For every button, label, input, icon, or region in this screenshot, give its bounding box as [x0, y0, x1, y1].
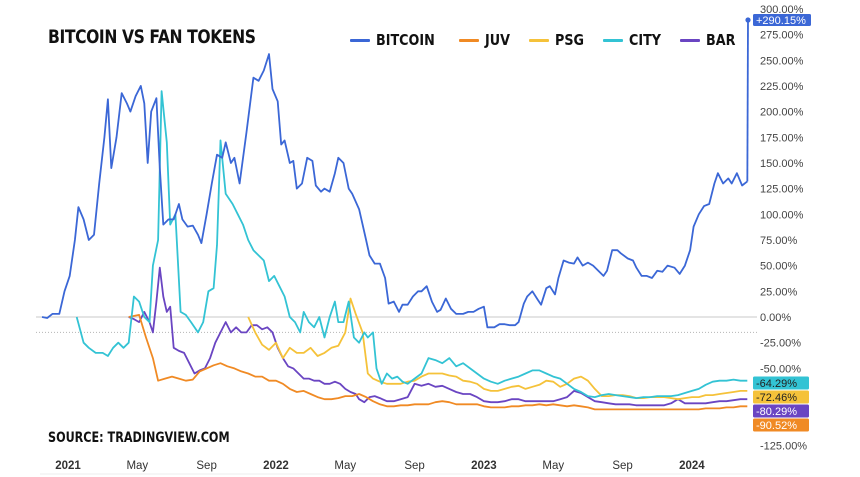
legend-swatch — [680, 38, 701, 42]
series-line-bitcoin — [41, 53, 748, 329]
y-tick-label: -50.00% — [760, 363, 801, 375]
legend-item-city: CITY — [602, 31, 667, 49]
legend-swatch — [602, 38, 623, 42]
y-tick-label: 25.00% — [760, 286, 798, 298]
legend-swatch — [459, 38, 480, 42]
y-tick-label: 125.00% — [760, 184, 804, 196]
source-label: SOURCE: TRADINGVIEW.COM — [48, 430, 230, 446]
last-value-badge-psg: -72.46% — [753, 390, 809, 404]
last-value-badges: +290.15% -90.52% -72.46% -64.29% -80.29% — [745, 14, 811, 432]
legend-label: PSG — [554, 31, 584, 49]
x-tick-label: May — [542, 460, 564, 472]
series-line-juv — [128, 314, 748, 411]
y-tick-label: 75.00% — [760, 235, 798, 247]
x-tick-label: 2021 — [55, 460, 81, 472]
badge-background — [753, 418, 809, 432]
legend-label: BAR — [706, 31, 736, 49]
legend-swatch — [350, 38, 370, 42]
series-line-bar — [128, 266, 748, 407]
badge-value: +290.15% — [756, 15, 806, 27]
series-lines — [41, 19, 749, 411]
legend-item-bitcoin: BITCOIN — [350, 31, 445, 49]
x-tick-label: May — [334, 460, 356, 472]
badge-background — [753, 404, 809, 418]
y-tick-label: 275.00% — [760, 30, 804, 42]
x-tick-label: May — [126, 460, 148, 472]
legend-label: CITY — [628, 31, 661, 49]
last-value-badge-bar: -80.29% — [753, 404, 809, 418]
y-tick-label: 225.00% — [760, 81, 804, 93]
x-tick-label: Sep — [612, 460, 632, 472]
badge-value: -72.46% — [756, 392, 797, 404]
bitcoin-last-point — [745, 17, 751, 23]
legend-item-bar: BAR — [680, 31, 741, 49]
last-value-badge-juv: -90.52% — [753, 418, 809, 432]
y-tick-label: 200.00% — [760, 107, 804, 119]
legend: BITCOIN JUV PSG CITY BAR — [350, 31, 755, 49]
legend-item-juv: JUV — [459, 31, 514, 49]
y-tick-label: 50.00% — [760, 261, 798, 273]
chart-title: BITCOIN VS FAN TOKENS — [48, 26, 256, 48]
last-value-badge-city: -64.29% — [753, 376, 809, 390]
x-tick-label: 2024 — [679, 460, 705, 472]
x-axis: 2021 May Sep 2022 May Sep 2023 May Sep 2024 — [55, 460, 705, 472]
badge-background — [753, 14, 811, 26]
series-line-psg — [247, 297, 748, 401]
badge-value: -64.29% — [756, 378, 797, 390]
y-tick-label: -25.00% — [760, 338, 801, 350]
legend-label: JUV — [485, 31, 511, 49]
y-tick-label: 250.00% — [760, 55, 804, 67]
legend-item-psg: PSG — [528, 31, 589, 49]
y-tick-label: -125.00% — [760, 440, 807, 452]
x-tick-label: 2022 — [263, 460, 289, 472]
badge-value: -90.52% — [756, 420, 797, 432]
badge-background — [753, 376, 809, 390]
y-tick-label: 0.00% — [760, 312, 791, 324]
y-tick-label: 100.00% — [760, 209, 804, 221]
x-tick-label: Sep — [196, 460, 216, 472]
series-line-city — [75, 90, 748, 399]
bitcoin-final-segment — [746, 19, 749, 182]
x-tick-label: Sep — [404, 460, 424, 472]
y-tick-label: 300.00% — [760, 4, 804, 16]
legend-label: BITCOIN — [376, 31, 435, 49]
x-tick-label: 2023 — [471, 460, 497, 472]
y-tick-label: 175.00% — [760, 132, 804, 144]
y-axis: 300.00% 275.00% 250.00% 225.00% 200.00% 175.0… — [760, 4, 807, 452]
grid-lines — [36, 316, 800, 475]
y-tick-label: 150.00% — [760, 158, 804, 170]
legend-swatch — [528, 38, 549, 42]
badge-background — [753, 390, 809, 404]
badge-value: -80.29% — [756, 406, 797, 418]
last-value-badge-bitcoin: +290.15% — [753, 14, 811, 27]
